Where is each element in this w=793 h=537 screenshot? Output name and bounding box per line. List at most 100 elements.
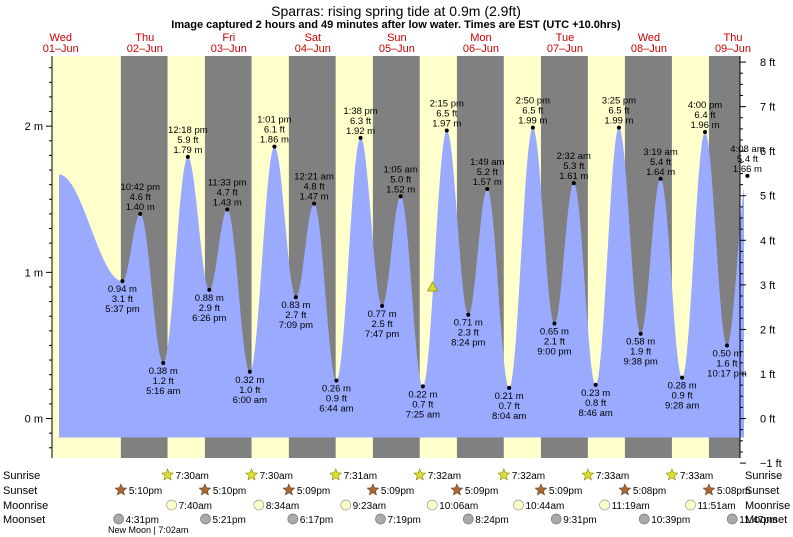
tide-low-point bbox=[161, 360, 166, 365]
moonset-icon bbox=[200, 513, 211, 525]
moonset-icon bbox=[550, 513, 562, 525]
tide-label: 1.40 m bbox=[126, 202, 155, 213]
tide-high-point bbox=[312, 201, 317, 206]
tide-label: 0.26 m bbox=[322, 384, 351, 395]
moonset-time: 10:39pm bbox=[651, 515, 690, 526]
moonset-icon bbox=[113, 513, 124, 525]
tide-label: 1:49 am bbox=[470, 157, 504, 168]
day-name-label: Wed bbox=[50, 32, 72, 44]
sunset-icon bbox=[618, 483, 632, 496]
tide-low-point bbox=[724, 343, 729, 348]
moonrise-icon bbox=[599, 499, 610, 511]
row-label-right: Sunrise bbox=[745, 470, 782, 482]
tide-high-point bbox=[398, 194, 403, 199]
tide-low-point bbox=[507, 385, 512, 390]
sunrise-time: 7:32am bbox=[428, 471, 461, 482]
tide-label: 6:00 am bbox=[233, 395, 267, 406]
day-date-label: 09–Jun bbox=[715, 43, 751, 55]
moonrise-time: 7:40am bbox=[179, 501, 212, 512]
tide-label: 1:05 am bbox=[383, 164, 417, 175]
tide-label: 4:00 pm bbox=[688, 100, 722, 111]
moonset-icon bbox=[375, 513, 386, 525]
moonrise-time: 11:51am bbox=[697, 501, 735, 512]
tide-low-point bbox=[120, 279, 125, 284]
tide-label: 2.7 ft bbox=[285, 310, 306, 321]
moonrise-icon bbox=[685, 499, 696, 511]
moonrise-time: 11:19am bbox=[612, 501, 650, 512]
moonset-time: 8:24pm bbox=[475, 515, 508, 526]
moonset-time: 7:19pm bbox=[387, 515, 420, 526]
right-tick-label: 1 ft bbox=[760, 369, 775, 381]
tide-label: 10:42 pm bbox=[120, 182, 160, 193]
tide-low-point bbox=[380, 303, 385, 308]
tide-label: 8:04 am bbox=[492, 411, 526, 422]
tide-label: 10:17 pm bbox=[707, 368, 747, 379]
tide-label: 4.6 ft bbox=[130, 192, 151, 203]
sunset-icon bbox=[534, 483, 548, 496]
right-tick-label: 5 ft bbox=[760, 191, 775, 203]
tide-label: 7:09 pm bbox=[279, 320, 313, 331]
moonset-icon bbox=[638, 513, 650, 525]
sunset-icon bbox=[702, 483, 716, 496]
tide-label: 1.6 ft bbox=[716, 358, 737, 369]
tide-high-point bbox=[358, 135, 363, 140]
moonrise-icon bbox=[513, 499, 524, 511]
tide-high-point bbox=[530, 125, 535, 130]
tide-extremes: 0.94 m3.1 ft5:37 pm 10:42 pm4.6 ft1.40 m 0… bbox=[105, 96, 764, 422]
chart-subtitle: Image captured 2 hours and 49 minutes af… bbox=[171, 19, 621, 31]
day-labels: Wed01–JunThu02–JunFri03–JunSat04–JunSun0… bbox=[43, 32, 751, 55]
sunset-time: 5:09pm bbox=[381, 486, 414, 497]
tide-low-point bbox=[466, 312, 471, 317]
moonrise-icon bbox=[166, 499, 177, 511]
tide-label: 1.99 m bbox=[604, 116, 633, 127]
tide-label: 6:44 am bbox=[319, 404, 353, 415]
right-tick-label: 4 ft bbox=[760, 235, 775, 247]
day-date-label: 03–Jun bbox=[211, 43, 247, 55]
right-tick-label: 8 ft bbox=[760, 57, 775, 69]
day-date-label: 01–Jun bbox=[43, 43, 79, 55]
tide-high-point bbox=[444, 128, 449, 133]
tide-label: 6.1 ft bbox=[264, 125, 285, 136]
chart-title: Sparras: rising spring tide at 0.9m (2.9… bbox=[271, 3, 521, 19]
tide-label: 3:25 pm bbox=[602, 96, 636, 107]
day-date-label: 02–Jun bbox=[127, 43, 163, 55]
moonset-icon bbox=[462, 513, 474, 525]
row-label-left: Sunset bbox=[3, 485, 37, 497]
tide-label: 0.21 m bbox=[495, 391, 524, 402]
current-level-marker bbox=[426, 281, 439, 292]
day-name-label: Sat bbox=[305, 32, 322, 44]
tide-label: 2.3 ft bbox=[458, 328, 479, 339]
tide-label: 6.5 ft bbox=[522, 106, 543, 117]
tide-label: 9:28 am bbox=[665, 401, 699, 412]
tide-label: 1.9 ft bbox=[630, 347, 651, 358]
tide-label: 0.32 m bbox=[235, 375, 264, 386]
day-name-label: Fri bbox=[222, 32, 235, 44]
tide-label: 2:50 pm bbox=[516, 96, 550, 107]
tide-label: 11:33 pm bbox=[208, 177, 247, 188]
day-date-label: 05–Jun bbox=[379, 43, 415, 55]
moonrise-time: 10:06am bbox=[439, 501, 478, 512]
tide-label: 2:15 pm bbox=[430, 99, 464, 110]
right-tick-label: 2 ft bbox=[760, 324, 775, 336]
sunrise-icon bbox=[581, 468, 595, 481]
sunset-icon bbox=[114, 483, 128, 496]
tide-label: 4.8 ft bbox=[304, 182, 325, 193]
tide-label: 1.79 m bbox=[173, 145, 202, 156]
tide-label: 0.22 m bbox=[408, 389, 437, 400]
axes: 0 m 1 m 2 m −1 ft 0 ft 1 ft 2 ft 3 ft 4 ft 5 ft 6 … bbox=[25, 56, 782, 470]
sunrise-icon bbox=[329, 468, 343, 481]
tide-label: 0.94 m bbox=[108, 284, 137, 295]
tide-high-point bbox=[225, 207, 230, 212]
tide-high-point bbox=[272, 144, 277, 149]
tide-label: 6.5 ft bbox=[608, 106, 629, 117]
sunrise-icon bbox=[161, 468, 174, 481]
tide-high-point bbox=[616, 125, 621, 130]
tide-label: 1:01 pm bbox=[257, 115, 291, 126]
tide-label: 0.77 m bbox=[368, 309, 397, 320]
tide-label: 4.7 ft bbox=[217, 187, 238, 198]
tide-label: 5.4 ft bbox=[737, 154, 758, 165]
tide-label: 1.86 m bbox=[260, 135, 289, 146]
tide-area bbox=[59, 127, 744, 438]
tide-label: 1:38 pm bbox=[343, 106, 377, 117]
